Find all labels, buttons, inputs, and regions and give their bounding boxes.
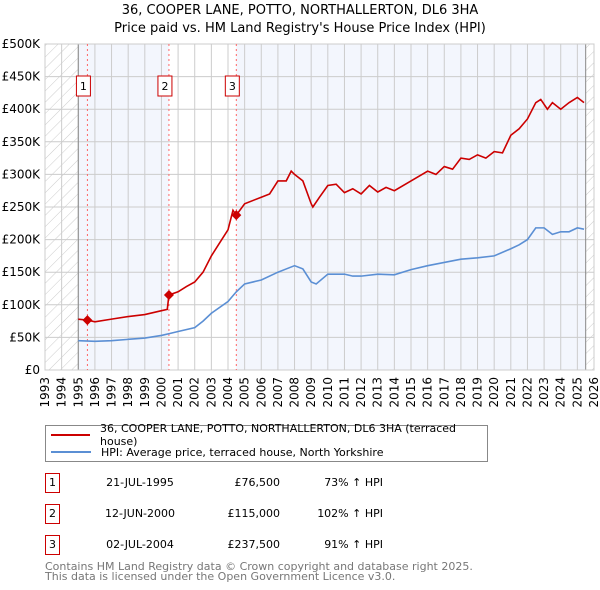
sale-hpi-diff: 73% ↑ HPI	[324, 476, 383, 489]
x-tick-label: 1994	[55, 377, 69, 408]
x-tick-label: 2010	[321, 377, 335, 408]
x-tick-label: 2008	[288, 377, 302, 408]
y-tick-label: £150K	[2, 265, 42, 279]
x-tick-label: 1997	[105, 377, 119, 408]
legend-item-property: 36, COOPER LANE, POTTO, NORTHALLERTON, D…	[46, 422, 487, 448]
x-tick-label: 1998	[121, 377, 135, 408]
x-tick-label: 2013	[371, 377, 385, 408]
sale-number: 1	[45, 473, 60, 493]
legend-swatch	[51, 434, 90, 436]
sale-date: 12-JUN-2000	[104, 507, 176, 520]
x-tick-label: 2025	[570, 377, 584, 408]
x-tick-label: 2024	[554, 377, 568, 408]
x-tick-label: 2015	[404, 377, 418, 408]
chart-subtitle: Price paid vs. HM Land Registry's House …	[114, 21, 486, 36]
sale-number: 2	[45, 504, 60, 524]
sale-date: 02-JUL-2004	[106, 538, 174, 551]
sale-number: 3	[45, 535, 60, 555]
sale-price: £237,500	[227, 538, 281, 551]
sale-row: 1 21-JUL-1995 £76,500 73% ↑ HPI	[45, 473, 445, 493]
property-series-line	[78, 96, 585, 323]
y-tick-label: £100K	[2, 298, 42, 312]
y-tick-label: £450K	[2, 70, 42, 84]
y-tick-label: £50K	[9, 330, 41, 344]
x-tick-label: 2009	[304, 377, 318, 408]
y-tick-label: £400K	[2, 102, 42, 116]
y-tick-label: £250K	[2, 200, 42, 214]
plot-border	[44, 43, 595, 371]
x-tick-label: 2014	[387, 377, 401, 408]
x-tick-label: 2022	[520, 377, 534, 408]
sale-row: 3 02-JUL-2004 £237,500 91% ↑ HPI	[45, 535, 445, 555]
x-tick-label: 1996	[88, 377, 102, 408]
x-tick-label: 2016	[421, 377, 435, 408]
legend: 36, COOPER LANE, POTTO, NORTHALLERTON, D…	[45, 422, 488, 462]
sale-price: £115,000	[227, 507, 281, 520]
sale-hpi-diff: 102% ↑ HPI	[317, 507, 383, 520]
x-tick-label: 1993	[38, 377, 52, 408]
x-tick-label: 1995	[71, 377, 85, 408]
chart-title: 36, COOPER LANE, POTTO, NORTHALLERTON, D…	[121, 3, 479, 18]
x-tick-label: 2000	[154, 377, 168, 408]
footer-licence: This data is licensed under the Open Gov…	[45, 570, 396, 583]
x-tick-label: 2004	[221, 377, 235, 408]
x-tick-label: 2017	[437, 377, 451, 408]
x-tick-label: 2005	[238, 377, 252, 408]
x-tick-label: 2019	[471, 377, 485, 408]
sale-label-box	[75, 75, 91, 97]
legend-item-hpi: HPI: Average price, terraced house, Nort…	[46, 444, 383, 460]
x-tick-label: 2003	[204, 377, 218, 408]
y-tick-label: £0	[25, 363, 40, 377]
x-tick-label: 2026	[587, 377, 600, 408]
legend-swatch	[51, 451, 91, 453]
footer-copyright: Contains HM Land Registry data © Crown c…	[45, 560, 473, 573]
y-tick-label: £500K	[2, 37, 42, 51]
x-tick-label: 2012	[354, 377, 368, 408]
sale-row: 2 12-JUN-2000 £115,000 102% ↑ HPI	[45, 504, 445, 524]
x-tick-label: 2011	[337, 377, 351, 408]
y-tick-label: £200K	[2, 233, 42, 247]
sale-label-box	[157, 75, 173, 97]
sale-point	[82, 315, 93, 326]
x-tick-label: 2001	[171, 377, 185, 408]
legend-label: HPI: Average price, terraced house, Nort…	[101, 445, 384, 459]
sale-point	[231, 210, 242, 221]
x-tick-label: 2021	[504, 377, 518, 408]
sale-date: 21-JUL-1995	[106, 476, 174, 489]
x-tick-label: 2020	[487, 377, 501, 408]
plot-area: 1993 1994 1995 1996 1997 1998 1999 2000 2001 2002…	[2, 37, 600, 408]
x-tick-label: 2023	[537, 377, 551, 408]
sale-label: 1	[80, 80, 87, 93]
y-tick-label: £350K	[2, 135, 42, 149]
y-tick-label: £300K	[2, 167, 42, 181]
legend-label: 36, COOPER LANE, POTTO, NORTHALLERTON, D…	[100, 422, 457, 448]
x-tick-label: 2007	[271, 377, 285, 408]
sale-label: 3	[229, 80, 236, 93]
x-tick-label: 2018	[454, 377, 468, 408]
x-tick-label: 1999	[138, 377, 152, 408]
sale-label-box	[224, 75, 240, 97]
hpi-series-line	[78, 227, 585, 343]
x-tick-label: 2006	[254, 377, 268, 408]
sale-hpi-diff: 91% ↑ HPI	[324, 538, 383, 551]
sale-label: 2	[161, 80, 168, 93]
sale-price: £76,500	[234, 476, 281, 489]
x-tick-label: 2002	[188, 377, 202, 408]
sale-point	[163, 290, 174, 301]
